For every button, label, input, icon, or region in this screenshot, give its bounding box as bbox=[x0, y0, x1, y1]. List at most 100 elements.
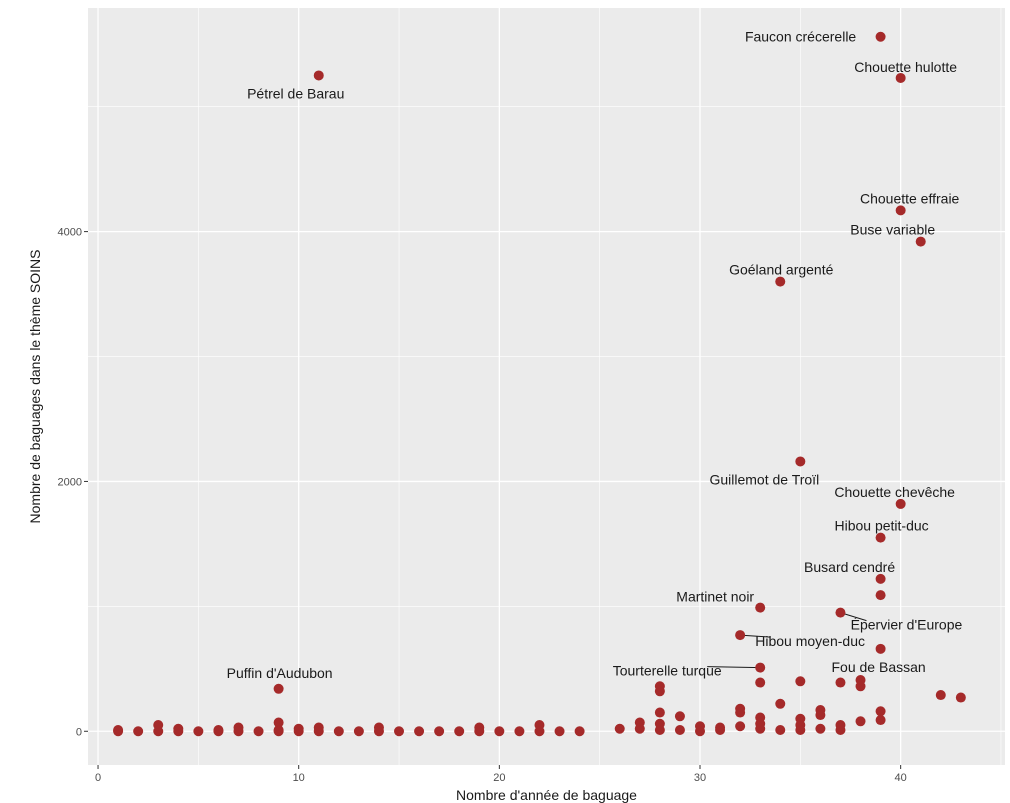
data-point bbox=[735, 707, 746, 718]
point-label: Busard cendré bbox=[804, 559, 895, 575]
data-point bbox=[835, 725, 846, 736]
data-point bbox=[133, 726, 144, 737]
y-tick-label: 4000 bbox=[58, 227, 82, 239]
data-point bbox=[895, 72, 906, 83]
point-label: Hibou petit-duc bbox=[835, 518, 929, 534]
point-label: Épervier d'Europe bbox=[851, 617, 963, 633]
y-tick-label: 0 bbox=[76, 726, 82, 738]
data-point bbox=[614, 723, 625, 734]
point-labels: Faucon crécerelle Chouette hulotte Pétrel … bbox=[227, 29, 963, 681]
point-label: Guillemot de Troïl bbox=[709, 471, 819, 487]
label-leader bbox=[740, 634, 771, 638]
data-point bbox=[514, 726, 525, 737]
data-point bbox=[755, 662, 766, 673]
y-tick-label: 2000 bbox=[58, 476, 82, 488]
x-tick-label: 0 bbox=[95, 772, 101, 784]
data-point bbox=[895, 205, 906, 216]
label-leader bbox=[707, 666, 761, 669]
data-point bbox=[373, 726, 384, 737]
data-point bbox=[875, 532, 886, 543]
x-axis-ticks: 0 10 20 30 40 bbox=[95, 765, 907, 784]
data-point bbox=[735, 630, 746, 641]
data-point bbox=[674, 725, 685, 736]
data-point bbox=[333, 726, 344, 737]
data-point bbox=[654, 725, 665, 736]
data-point bbox=[875, 31, 886, 42]
data-point bbox=[875, 643, 886, 654]
data-point bbox=[855, 681, 866, 692]
data-point bbox=[113, 726, 124, 737]
data-point bbox=[273, 683, 284, 694]
data-point bbox=[835, 677, 846, 688]
data-point bbox=[654, 707, 665, 718]
point-label: Buse variable bbox=[850, 222, 935, 238]
data-point bbox=[233, 726, 244, 737]
data-point bbox=[454, 726, 465, 737]
x-tick-label: 30 bbox=[694, 772, 706, 784]
data-point bbox=[775, 698, 786, 709]
point-label: Fou de Bassan bbox=[832, 659, 926, 675]
data-point bbox=[795, 725, 806, 736]
data-point bbox=[353, 726, 364, 737]
x-tick-label: 10 bbox=[293, 772, 305, 784]
data-point bbox=[173, 726, 184, 737]
point-label: Faucon crécerelle bbox=[745, 29, 856, 45]
data-point bbox=[935, 690, 946, 701]
point-label: Martinet noir bbox=[676, 589, 754, 605]
data-point bbox=[414, 726, 425, 737]
data-point bbox=[273, 726, 284, 737]
plot-panel bbox=[88, 8, 1005, 765]
data-point bbox=[875, 573, 886, 584]
point-label: Tourterelle turque bbox=[613, 663, 722, 679]
data-point bbox=[875, 706, 886, 717]
data-point bbox=[735, 721, 746, 732]
x-tick-label: 40 bbox=[895, 772, 907, 784]
point-label: Goéland argenté bbox=[729, 262, 834, 278]
data-point bbox=[875, 590, 886, 601]
data-point bbox=[474, 726, 485, 737]
data-point bbox=[634, 723, 645, 734]
data-point bbox=[915, 236, 926, 247]
data-point bbox=[815, 710, 826, 721]
data-point bbox=[534, 726, 545, 737]
data-point bbox=[213, 726, 224, 737]
data-point bbox=[835, 607, 846, 618]
data-point bbox=[494, 726, 505, 737]
data-point bbox=[755, 723, 766, 734]
point-label: Chouette chevêche bbox=[834, 484, 955, 500]
point-label: Pétrel de Barau bbox=[247, 85, 344, 101]
x-tick-label: 20 bbox=[493, 772, 505, 784]
data-point bbox=[795, 676, 806, 687]
data-point bbox=[273, 717, 284, 728]
data-point bbox=[715, 725, 726, 736]
data-point bbox=[875, 715, 886, 726]
data-point bbox=[253, 726, 264, 737]
data-point bbox=[394, 726, 405, 737]
data-point bbox=[674, 711, 685, 722]
data-point bbox=[574, 726, 585, 737]
data-point bbox=[313, 70, 324, 81]
data-point bbox=[795, 456, 806, 467]
data-point bbox=[193, 726, 204, 737]
data-points bbox=[113, 31, 966, 737]
data-point bbox=[695, 726, 706, 737]
data-point bbox=[654, 686, 665, 697]
data-point bbox=[293, 726, 304, 737]
point-label: Chouette effraie bbox=[860, 190, 960, 206]
y-axis-title: Nombre de baguages dans le thème SOINS bbox=[27, 250, 43, 524]
data-point bbox=[815, 723, 826, 734]
data-point bbox=[855, 716, 866, 727]
point-label: Puffin d'Audubon bbox=[227, 665, 333, 681]
data-point bbox=[313, 726, 324, 737]
point-label: Chouette hulotte bbox=[854, 59, 957, 75]
data-point bbox=[755, 677, 766, 688]
data-point bbox=[775, 725, 786, 736]
y-axis-ticks: 0 2000 4000 bbox=[58, 227, 88, 738]
data-point bbox=[895, 498, 906, 509]
data-point bbox=[955, 692, 966, 703]
data-point bbox=[755, 602, 766, 613]
data-point bbox=[554, 726, 565, 737]
data-point bbox=[153, 726, 164, 737]
point-label: Hibou moyen-duc bbox=[755, 633, 865, 649]
